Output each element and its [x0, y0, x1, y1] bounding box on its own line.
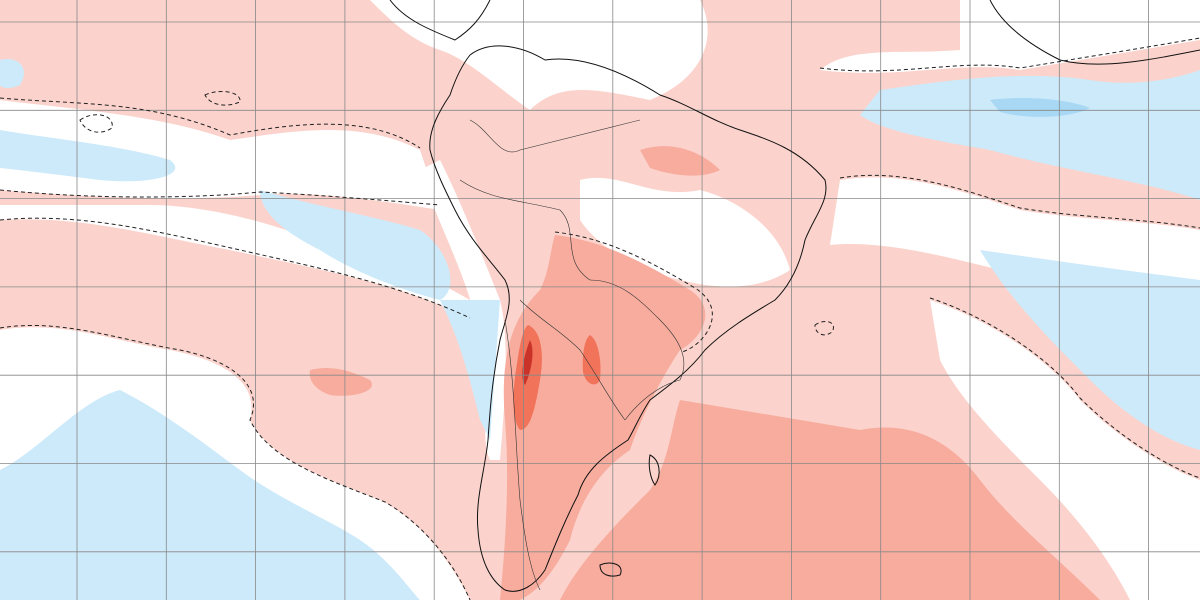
neutral-area: [0, 100, 440, 210]
border: [504, 319, 541, 591]
cool-area-strong: [990, 97, 1090, 117]
contours: [0, 37, 1200, 600]
border: [459, 179, 591, 281]
contour: [79, 114, 113, 133]
neutral-area: [820, 0, 1200, 73]
cool-area: [440, 300, 500, 440]
coastline: [989, 0, 1200, 65]
border: [589, 279, 685, 381]
contour: [929, 297, 1200, 479]
contour: [204, 91, 241, 106]
contour: [814, 321, 834, 336]
hot-spot: [582, 335, 601, 385]
borders: [459, 119, 685, 591]
coastline: [429, 45, 827, 592]
hot-spot-strong: [522, 340, 533, 385]
cool-areas: [0, 59, 1200, 600]
island: [599, 562, 622, 577]
border: [519, 299, 626, 421]
cool-area: [860, 70, 1200, 200]
contour: [819, 37, 1200, 72]
warm-area: [640, 146, 720, 176]
coastlines: [389, 0, 1200, 592]
cool-area: [260, 190, 451, 300]
hot-spots: [513, 325, 601, 430]
coastline: [389, 0, 491, 41]
neutral-area: [370, 0, 708, 110]
border: [469, 119, 641, 153]
island: [648, 454, 660, 486]
cool-area: [0, 390, 420, 600]
cool-area: [0, 130, 176, 182]
contour: [0, 217, 471, 319]
cool-area: [0, 59, 24, 89]
warm-area: [560, 400, 1100, 600]
border: [624, 379, 681, 421]
cool-area: [980, 250, 1200, 450]
contour: [0, 325, 471, 600]
contour: [0, 189, 441, 206]
contour: [0, 97, 421, 149]
contour: [839, 174, 1200, 229]
